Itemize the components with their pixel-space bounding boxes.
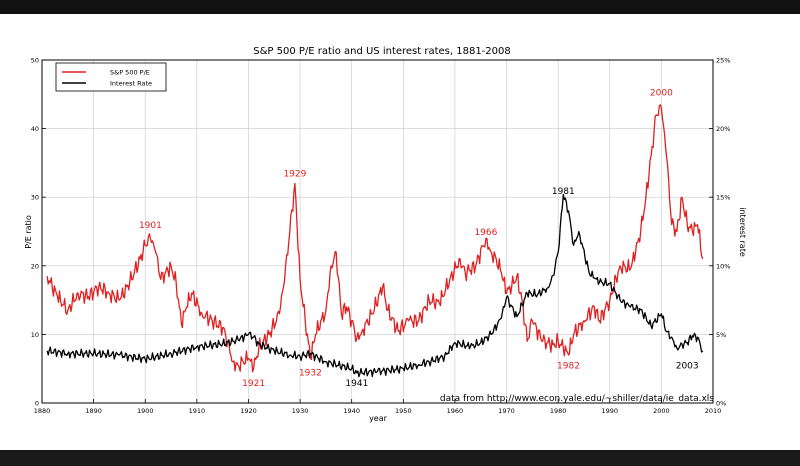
y-right-tick-label: 10% bbox=[716, 262, 730, 270]
x-tick-label: 1960 bbox=[447, 407, 464, 415]
y-left-tick-label: 50 bbox=[31, 57, 39, 65]
annotation-label: 2003 bbox=[676, 362, 699, 372]
grid bbox=[41, 59, 714, 404]
series-layer bbox=[46, 104, 704, 378]
y-left-axis-label: P/E ratio bbox=[24, 215, 33, 249]
chart-title: S&P 500 P/E ratio and US interest rates,… bbox=[253, 46, 511, 57]
annotation-label: 1901 bbox=[139, 221, 162, 231]
series-line-pe-ratio bbox=[46, 104, 704, 373]
annotations: 1901 1929 1921 1932 1941 1966 1981 1982 2000 2003 bbox=[139, 89, 699, 389]
annotation-label: 1941 bbox=[345, 379, 368, 389]
annotation-label: 1981 bbox=[552, 187, 575, 197]
bottom-frame-bar bbox=[0, 450, 800, 466]
x-tick-label: 1890 bbox=[85, 407, 102, 415]
x-tick-label: 2010 bbox=[705, 407, 722, 415]
x-tick-label: 1910 bbox=[189, 407, 206, 415]
annotation-label: 1932 bbox=[299, 369, 322, 379]
annotation-label: 2000 bbox=[650, 89, 673, 99]
y-left-tick-label: 20 bbox=[31, 262, 39, 270]
plot-frame bbox=[41, 59, 714, 404]
y-right-tick-label: 15% bbox=[716, 194, 730, 202]
y-left-ticks: 0 10 20 30 40 50 bbox=[31, 57, 46, 408]
x-tick-label: 1940 bbox=[343, 407, 360, 415]
x-tick-label: 1930 bbox=[292, 407, 309, 415]
x-tick-label: 1980 bbox=[550, 407, 567, 415]
legend-box bbox=[55, 62, 167, 92]
x-tick-label: 1880 bbox=[34, 407, 51, 415]
y-right-tick-label: 20% bbox=[716, 125, 730, 133]
legend-label-rate: Interest Rate bbox=[110, 80, 152, 88]
annotation-label: 1929 bbox=[283, 170, 306, 180]
legend: S&P 500 P/E Interest Rate bbox=[55, 62, 167, 92]
y-right-axis-label: interest rate bbox=[738, 207, 747, 257]
legend-label-pe: S&P 500 P/E bbox=[110, 69, 150, 77]
y-left-tick-label: 0 bbox=[35, 400, 39, 408]
x-tick-label: 1950 bbox=[395, 407, 412, 415]
y-right-ticks: 0% 5% 10% 15% 20% 25% bbox=[709, 57, 730, 408]
y-right-tick-label: 25% bbox=[716, 57, 730, 65]
y-left-tick-label: 10 bbox=[31, 331, 39, 339]
y-right-tick-label: 0% bbox=[716, 400, 726, 408]
annotation-label: 1982 bbox=[557, 362, 580, 372]
annotation-label: 1966 bbox=[474, 228, 497, 238]
top-frame-bar bbox=[0, 0, 800, 14]
x-ticks: 1880 1890 1900 1910 1920 1930 1940 1950 1960 1970… bbox=[34, 399, 722, 415]
y-right-tick-label: 5% bbox=[716, 331, 726, 339]
x-tick-label: 1920 bbox=[240, 407, 257, 415]
series-line-interest-rate bbox=[46, 193, 704, 378]
x-axis-label: year bbox=[369, 414, 388, 423]
y-left-tick-label: 30 bbox=[31, 194, 39, 202]
annotation-label: 1921 bbox=[242, 379, 265, 389]
x-tick-label: 1900 bbox=[137, 407, 154, 415]
y-left-tick-label: 40 bbox=[31, 125, 39, 133]
source-note: data from http://www.econ.yale.edu/~shil… bbox=[440, 394, 714, 404]
x-tick-label: 1990 bbox=[601, 407, 618, 415]
x-tick-label: 1970 bbox=[498, 407, 515, 415]
x-tick-label: 2000 bbox=[653, 407, 670, 415]
